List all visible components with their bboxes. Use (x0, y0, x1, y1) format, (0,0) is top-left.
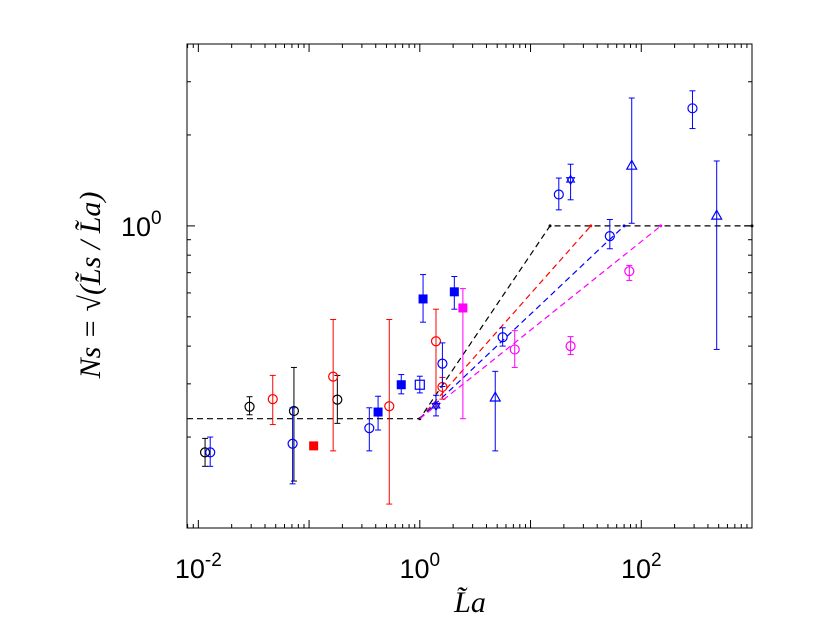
data-point (437, 342, 448, 388)
marker-circle (604, 231, 615, 242)
marker-circle (509, 344, 520, 355)
data-point (489, 370, 502, 452)
marker-circle (687, 103, 698, 114)
data-point (267, 374, 278, 426)
x-tick-label-base: 10 (621, 554, 651, 584)
marker-circle (497, 332, 508, 343)
data-point (309, 441, 319, 451)
reference-line-blue (419, 225, 625, 420)
data-point (287, 407, 298, 485)
data-point (553, 177, 564, 211)
marker-star-part (431, 402, 441, 412)
marker-circle (364, 423, 375, 434)
data-point (625, 97, 638, 224)
data-point (687, 90, 698, 130)
marker-circle (437, 358, 448, 369)
marker-circle (205, 447, 216, 458)
marker-triangle (625, 159, 638, 170)
marker-square-filled (449, 287, 459, 297)
data-point (396, 374, 406, 395)
reference-vertex-magenta (659, 224, 663, 228)
data-point (509, 330, 520, 368)
marker-circle (553, 189, 564, 200)
reference-vertex-blue (622, 224, 626, 228)
reference-line-red (419, 225, 592, 420)
data-point (430, 308, 442, 407)
marker-circle (565, 341, 576, 352)
marker-square-open (414, 379, 425, 390)
data-points (199, 90, 723, 505)
marker-triangle (489, 390, 502, 402)
reference-vertex-black (548, 224, 552, 228)
marker-square-filled (396, 380, 406, 390)
reference-vertex-red (589, 224, 593, 228)
marker-circle (287, 438, 298, 449)
data-point (199, 437, 211, 467)
x-tick-label-exponent: 0 (430, 550, 441, 571)
data-point (205, 436, 216, 467)
marker-star-part (565, 174, 576, 183)
x-axis-title: L̃a (453, 586, 486, 619)
data-point (288, 366, 300, 482)
marker-circle (267, 394, 278, 405)
marker-circle (328, 371, 339, 382)
y-tick-label: 100 (121, 208, 162, 242)
reference-lines (187, 224, 754, 421)
data-point (414, 375, 425, 394)
data-point (604, 218, 615, 250)
marker-circle (244, 401, 255, 412)
data-point (624, 264, 635, 281)
plot-frame (186, 43, 753, 529)
marker-square-filled (458, 303, 468, 313)
marker-star-part (565, 177, 576, 186)
marker-circle (384, 401, 395, 412)
data-point (449, 275, 459, 310)
marker-circle (624, 266, 635, 277)
x-tick-label-base: 10 (399, 554, 429, 584)
data-point (497, 327, 508, 347)
marker-circle (430, 336, 442, 347)
data-point (418, 274, 428, 323)
marker-circle (199, 447, 211, 458)
data-point (431, 394, 441, 417)
marker-circle (288, 405, 300, 417)
x-tick-label: 100 (399, 550, 440, 584)
reference-line-magenta (419, 225, 662, 420)
data-point (373, 395, 383, 431)
y-tick-label-exponent: 0 (151, 208, 162, 229)
marker-square-filled (418, 294, 428, 304)
marker-triangle (710, 209, 723, 220)
marker-square-filled (309, 441, 319, 451)
x-tick-label-exponent: -2 (205, 550, 222, 571)
data-point (364, 407, 375, 452)
x-tick-label: 10-2 (175, 550, 222, 584)
data-point (384, 318, 395, 505)
marker-square-filled (373, 407, 383, 417)
data-point (244, 396, 255, 416)
data-point (328, 318, 339, 452)
data-point (458, 288, 468, 420)
marker-star-part (431, 400, 441, 409)
data-point (565, 336, 576, 356)
y-tick-label-base: 10 (121, 212, 151, 242)
x-tick-label: 102 (621, 550, 662, 584)
x-tick-label-base: 10 (175, 554, 205, 584)
data-point (710, 160, 723, 350)
x-tick-label-exponent: 2 (651, 550, 662, 571)
y-axis-title: Ns = √(L̃s / L̃a) (74, 192, 107, 380)
data-point (565, 163, 576, 201)
